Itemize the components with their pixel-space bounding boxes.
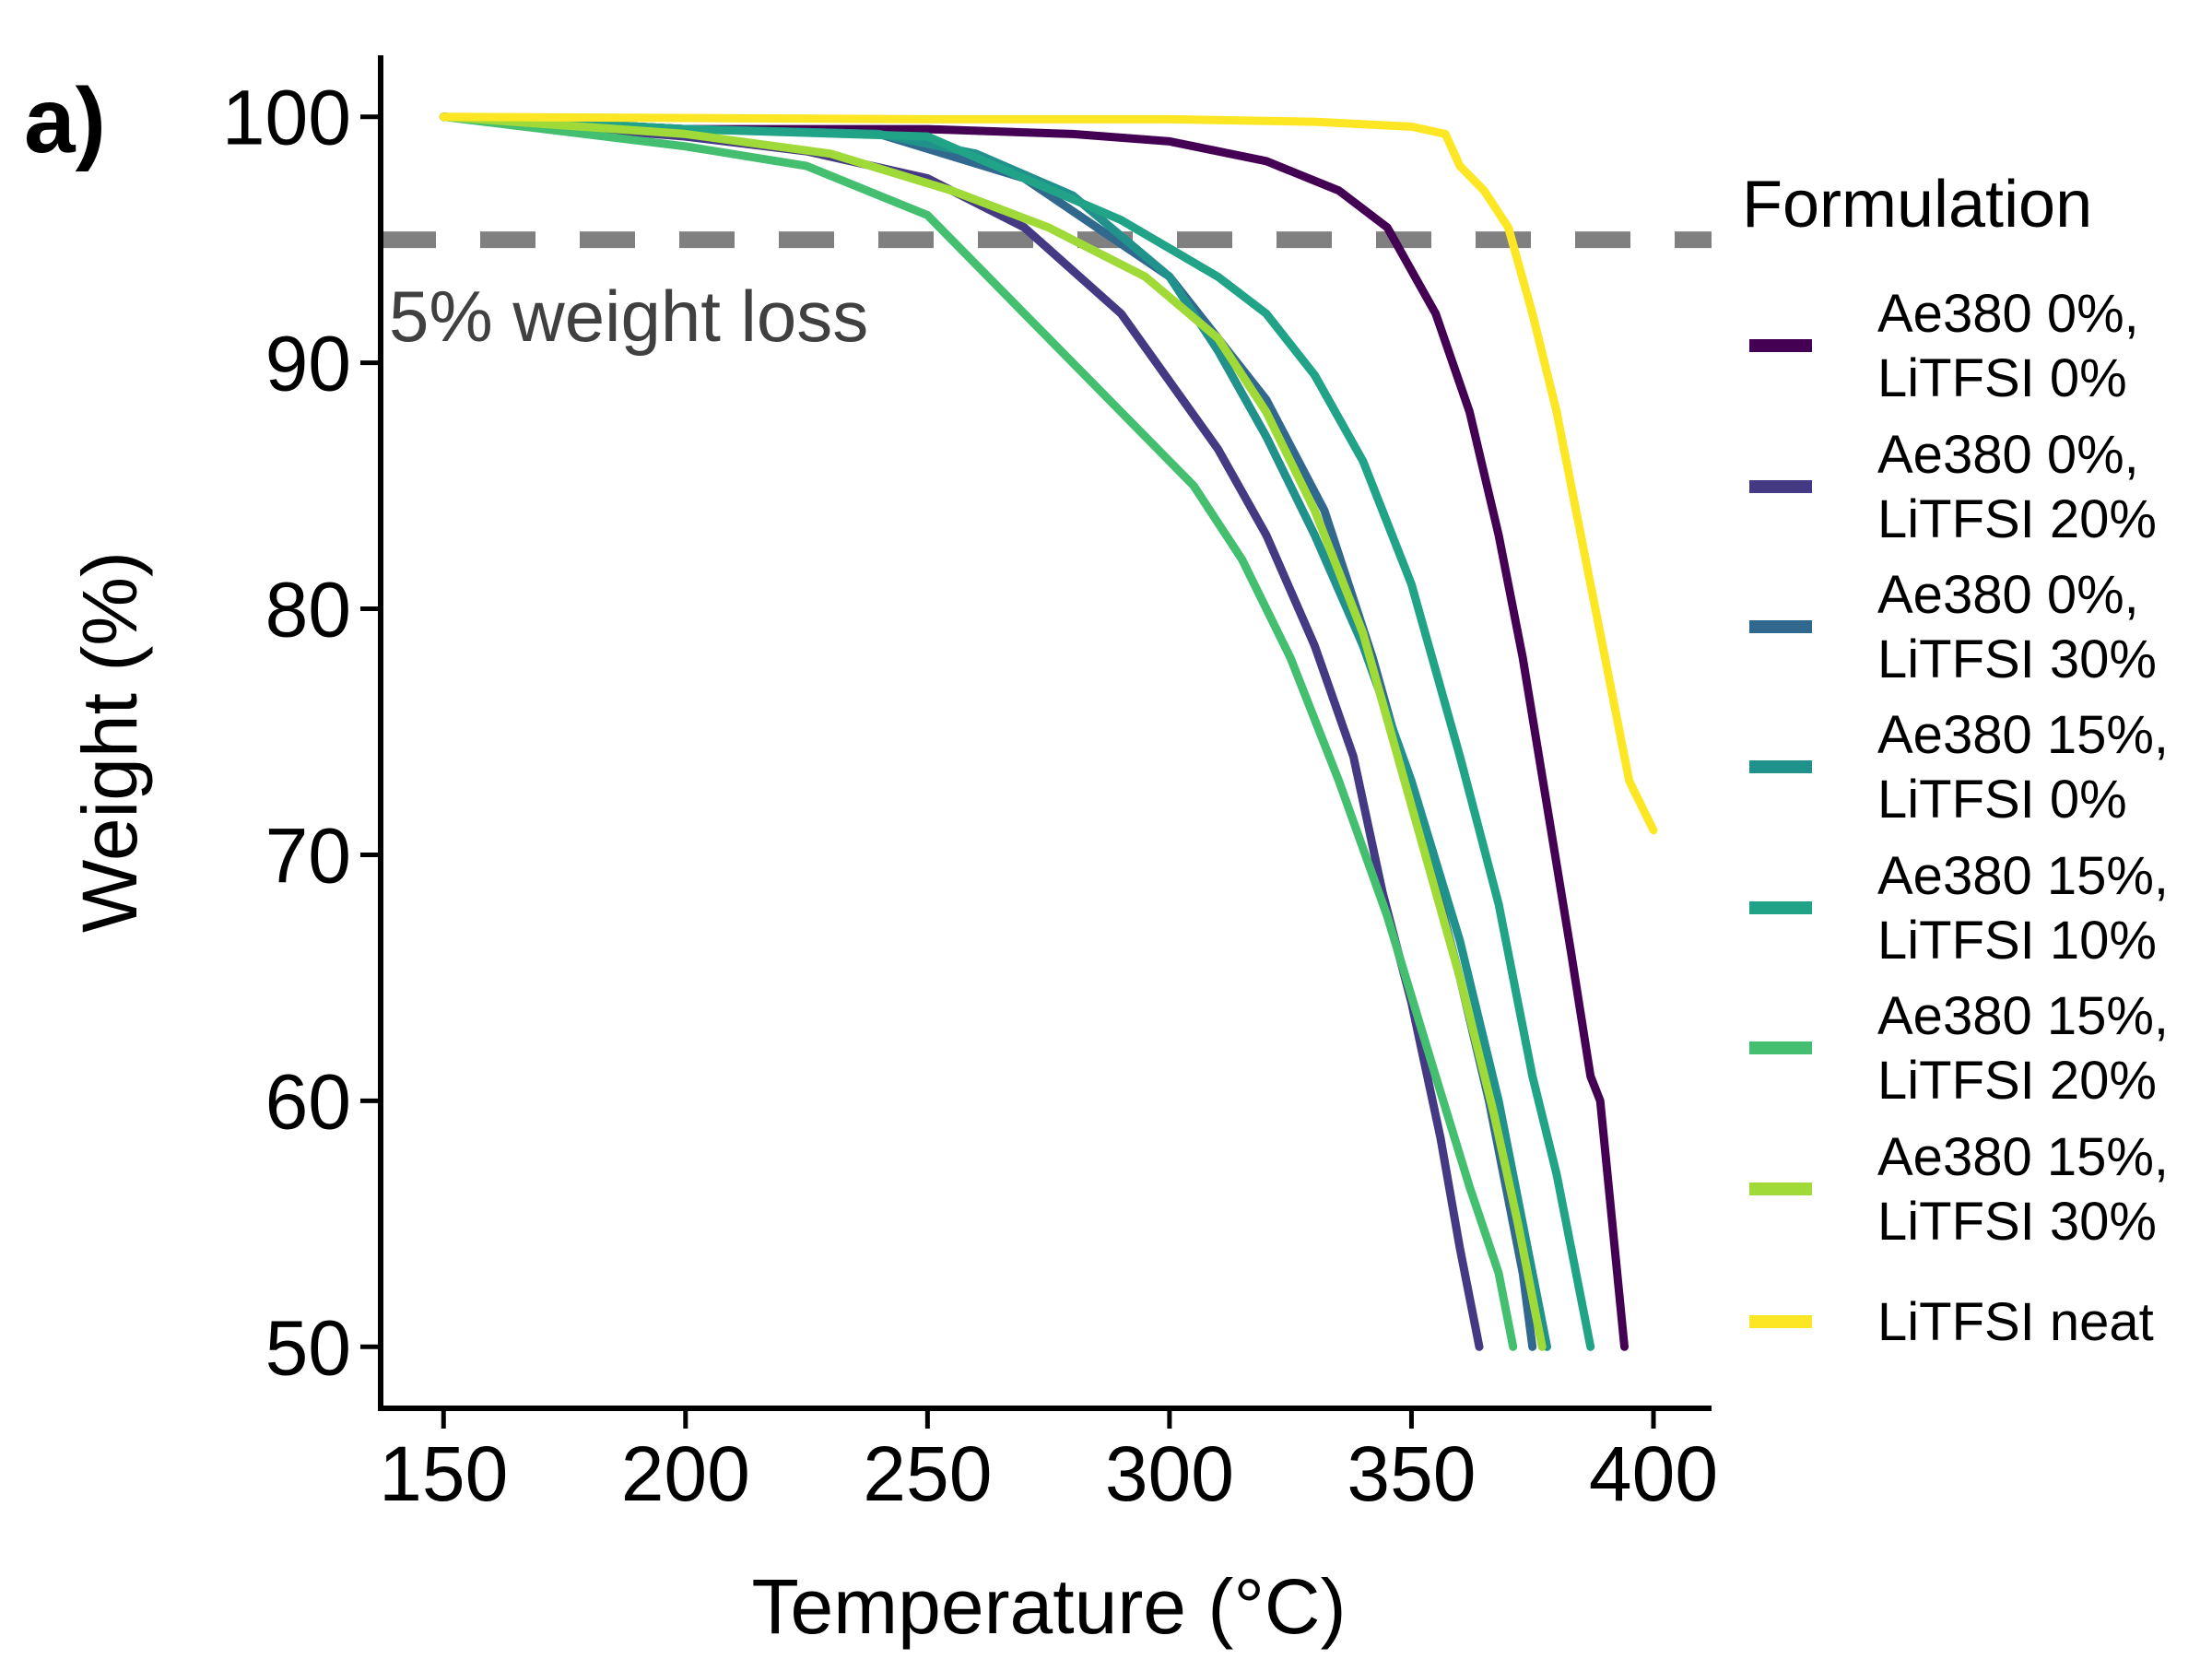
legend-label-2: LiTFSI 20% [1877, 489, 2157, 549]
x-tick-label: 300 [1105, 1430, 1234, 1517]
reference-line-group: 5% weight loss [381, 231, 1712, 357]
series-line-4 [439, 112, 1551, 1351]
legend-label-3: Ae380 0%, [1877, 565, 2139, 625]
legend-label-8: LiTFSI neat [1877, 1292, 2154, 1352]
legend-label-7: LiTFSI 30% [1877, 1192, 2157, 1252]
series-line-5 [439, 112, 1595, 1351]
y-tick-label: 60 [265, 1058, 351, 1145]
x-tick-label: 250 [863, 1430, 992, 1517]
legend-label-1: LiTFSI 0% [1877, 348, 2127, 408]
legend-label-5: Ae380 15%, [1877, 846, 2169, 906]
panel-label: a) [24, 69, 106, 172]
series-line-8 [439, 112, 1658, 835]
y-tick-label: 90 [265, 321, 351, 407]
series-line-7 [439, 112, 1547, 1351]
x-tick-label: 350 [1347, 1430, 1476, 1517]
x-axis-ticks: 150 200 250 300 350 400 [379, 1408, 1718, 1517]
series-lines [439, 112, 1658, 1351]
x-tick-label: 150 [379, 1430, 508, 1517]
legend-label-3: LiTFSI 30% [1877, 629, 2157, 689]
legend-label-5: LiTFSI 10% [1877, 911, 2157, 971]
legend-title: Formulation [1742, 168, 2092, 241]
legend-label-6: LiTFSI 20% [1877, 1051, 2157, 1111]
legend-label-6: Ae380 15%, [1877, 986, 2169, 1046]
y-axis-ticks: 50 60 70 80 90 100 [222, 75, 381, 1391]
legend: Formulation Ae380 0%,LiTFSI 0%Ae380 0%,L… [1742, 168, 2169, 1352]
y-axis-title: Weight (%) [66, 551, 153, 933]
series-line-1 [439, 112, 1629, 1351]
legend-label-4: Ae380 15%, [1877, 705, 2169, 765]
x-axis-title: Temperature (°C) [751, 1563, 1346, 1650]
y-tick-label: 70 [265, 812, 351, 899]
legend-label-7: Ae380 15%, [1877, 1127, 2169, 1187]
y-tick-label: 50 [265, 1304, 351, 1391]
legend-label-1: Ae380 0%, [1877, 284, 2139, 344]
series-line-6 [439, 112, 1518, 1351]
legend-label-2: Ae380 0%, [1877, 425, 2139, 485]
x-tick-label: 200 [621, 1430, 750, 1517]
y-tick-label: 100 [222, 75, 351, 161]
reference-line-label: 5% weight loss [389, 276, 868, 357]
legend-label-4: LiTFSI 0% [1877, 770, 2127, 830]
y-tick-label: 80 [265, 567, 351, 653]
axes [378, 55, 1712, 1411]
x-tick-label: 400 [1589, 1430, 1718, 1517]
